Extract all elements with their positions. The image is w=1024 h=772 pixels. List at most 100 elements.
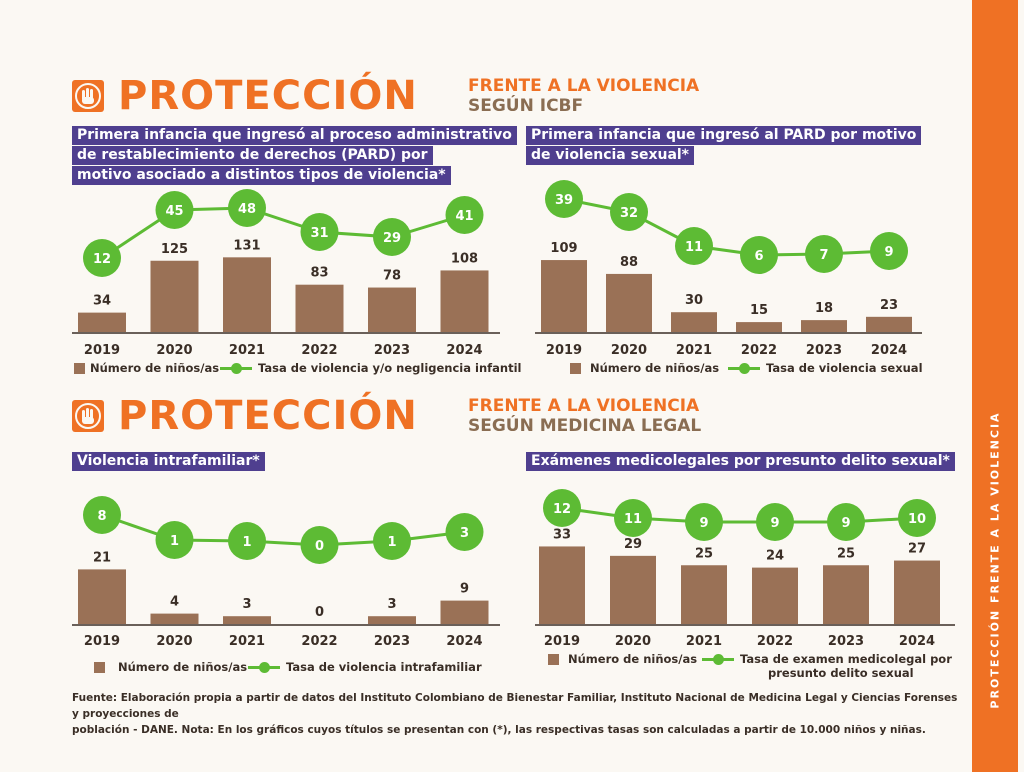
legend-line-label-line-2: presunto delito sexual bbox=[768, 666, 914, 680]
rate-value-label: 11 bbox=[685, 240, 703, 255]
bar-value-label: 125 bbox=[161, 242, 188, 257]
rate-value-label: 1 bbox=[242, 535, 251, 550]
x-tick-label: 2020 bbox=[615, 634, 651, 649]
rate-point bbox=[445, 196, 484, 234]
legend-bar-swatch bbox=[570, 363, 581, 374]
x-tick-label: 2020 bbox=[156, 343, 192, 358]
bar-value-label: 83 bbox=[310, 266, 328, 281]
legend-bar-swatch bbox=[94, 662, 105, 673]
x-tick-label: 2022 bbox=[301, 634, 337, 649]
section-title: PROTECCIÓN bbox=[118, 393, 418, 439]
bar-value-label: 9 bbox=[460, 582, 469, 597]
bar bbox=[440, 600, 489, 624]
rate-point bbox=[898, 499, 936, 537]
rate-value-label: 31 bbox=[310, 226, 328, 241]
rate-point bbox=[155, 191, 194, 229]
rate-point bbox=[870, 232, 908, 270]
x-tick-label: 2022 bbox=[757, 634, 793, 649]
x-tick-label: 2020 bbox=[611, 343, 647, 358]
rate-point bbox=[83, 239, 121, 277]
rate-value-label: 0 bbox=[315, 539, 324, 554]
legend-bar-label: Número de niños/as bbox=[90, 361, 220, 375]
footnote-line-2: población - DANE. Nota: En los gráficos … bbox=[72, 724, 926, 736]
bar-value-label: 88 bbox=[620, 255, 638, 270]
chart-4-title-line-1: Exámenes medicolegales por presunto deli… bbox=[526, 452, 955, 471]
bar-value-label: 131 bbox=[233, 238, 260, 253]
legend-bar-label: Número de niños/as bbox=[568, 652, 698, 666]
section-source: SEGÚN ICBF bbox=[468, 96, 584, 116]
chart-1-title-line-2: de restablecimiento de derechos (PARD) p… bbox=[72, 146, 433, 165]
x-tick-label: 2019 bbox=[546, 343, 582, 358]
bar bbox=[295, 284, 344, 332]
section-title: PROTECCIÓN bbox=[118, 73, 418, 119]
rate-point bbox=[445, 513, 484, 551]
bar-value-label: 4 bbox=[170, 595, 179, 610]
rate-point bbox=[543, 489, 581, 527]
bar bbox=[78, 312, 126, 332]
x-tick-label: 2022 bbox=[741, 343, 777, 358]
bar bbox=[78, 569, 126, 624]
rate-value-label: 12 bbox=[93, 252, 111, 267]
bar bbox=[866, 316, 912, 332]
rate-value-label: 1 bbox=[387, 535, 396, 550]
bar-value-label: 21 bbox=[93, 550, 111, 565]
rate-point bbox=[675, 227, 713, 265]
rate-point bbox=[155, 521, 194, 559]
rate-point bbox=[228, 189, 266, 227]
bar bbox=[223, 257, 271, 332]
rate-value-label: 6 bbox=[754, 249, 763, 264]
legend-bar-label: Número de niños/as bbox=[118, 660, 248, 674]
bar-value-label: 108 bbox=[451, 251, 478, 266]
x-tick-label: 2019 bbox=[544, 634, 580, 649]
rate-point bbox=[805, 235, 843, 273]
chart-1-title-line-1: Primera infancia que ingresó al proceso … bbox=[72, 126, 517, 145]
rate-value-label: 10 bbox=[908, 512, 926, 527]
legend-line-dot bbox=[231, 363, 242, 374]
x-tick-label: 2020 bbox=[156, 634, 192, 649]
side-band bbox=[972, 0, 1018, 772]
legend-bar-swatch bbox=[74, 363, 85, 374]
rate-point bbox=[614, 499, 652, 537]
rate-value-label: 1 bbox=[170, 534, 179, 549]
bar bbox=[223, 616, 271, 624]
legend-bar-label: Número de niños/as bbox=[590, 361, 720, 375]
rate-point bbox=[685, 503, 723, 541]
bar bbox=[752, 567, 798, 624]
rate-point bbox=[300, 526, 339, 564]
legend-bar-swatch bbox=[548, 654, 559, 665]
rate-value-label: 12 bbox=[553, 502, 571, 517]
chart-3-title-line-1: Violencia intrafamiliar* bbox=[72, 452, 265, 471]
x-tick-label: 2019 bbox=[84, 634, 120, 649]
bar-value-label: 33 bbox=[553, 527, 571, 542]
x-tick-label: 2023 bbox=[828, 634, 864, 649]
bar-value-label: 23 bbox=[880, 298, 898, 313]
rate-value-label: 32 bbox=[620, 206, 638, 221]
x-tick-label: 2021 bbox=[676, 343, 712, 358]
x-tick-label: 2022 bbox=[301, 343, 337, 358]
rate-value-label: 29 bbox=[383, 231, 401, 246]
source-footnote: Fuente: Elaboración propia a partir de d… bbox=[72, 690, 962, 738]
rate-point bbox=[827, 503, 865, 541]
x-tick-label: 2024 bbox=[446, 343, 482, 358]
rate-point bbox=[228, 522, 266, 560]
x-tick-label: 2023 bbox=[374, 634, 410, 649]
rate-value-label: 9 bbox=[770, 516, 779, 531]
rate-point bbox=[740, 236, 778, 274]
bar-value-label: 109 bbox=[550, 241, 577, 256]
chart-2-title-line-1: Primera infancia que ingresó al PARD por… bbox=[526, 126, 922, 145]
legend-line-label: Tasa de violencia y/o negligencia infant… bbox=[258, 361, 522, 375]
rate-value-label: 41 bbox=[455, 209, 473, 224]
rate-value-label: 11 bbox=[624, 512, 642, 527]
bar-value-label: 3 bbox=[242, 597, 251, 612]
x-tick-label: 2019 bbox=[84, 343, 120, 358]
rate-point bbox=[610, 193, 648, 231]
bar-value-label: 30 bbox=[685, 293, 703, 308]
section-subtitle: FRENTE A LA VIOLENCIA bbox=[468, 76, 700, 96]
bar bbox=[671, 312, 717, 332]
rate-value-label: 3 bbox=[460, 526, 469, 541]
bar bbox=[539, 546, 585, 624]
rate-point bbox=[373, 522, 411, 560]
x-tick-label: 2023 bbox=[806, 343, 842, 358]
bar-value-label: 29 bbox=[624, 537, 642, 552]
bar bbox=[606, 273, 652, 332]
